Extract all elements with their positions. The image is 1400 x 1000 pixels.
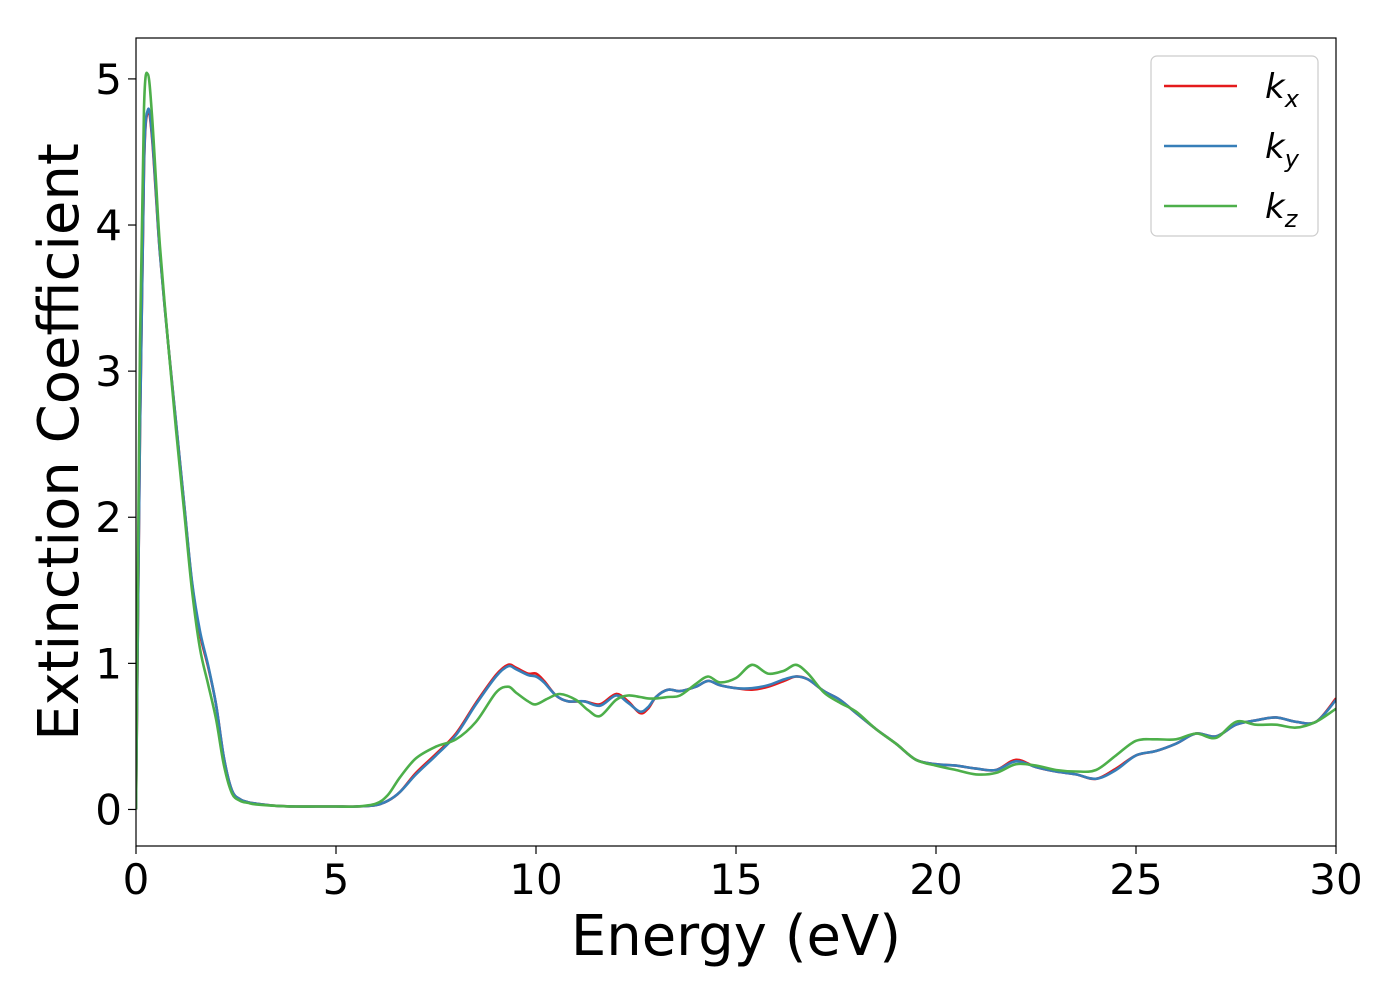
y-tick-label: 0 [95,785,122,834]
x-tick-label: 0 [123,855,150,904]
x-tick-label: 15 [709,855,762,904]
x-tick-label: 5 [323,855,350,904]
legend-label-kz: kz [1265,187,1299,233]
y-axis-title: Extinction Coefficient [27,143,92,741]
y-tick-label: 4 [95,201,122,250]
series-layer [136,71,1336,810]
x-tick-label: 10 [509,855,562,904]
y-tick-label: 2 [95,493,122,542]
legend-label-ky: ky [1265,127,1300,173]
legend: kx ky kz [1150,55,1319,237]
x-tick-label: 20 [909,855,962,904]
x-axis-title: Energy (eV) [571,904,901,969]
legend-label-kx: kx [1265,67,1300,113]
x-axis-ticks: 0 5 10 15 20 25 30 [123,846,1363,904]
x-tick-label: 25 [1109,855,1162,904]
x-tick-label: 30 [1309,855,1362,904]
series-line-kz [136,71,1336,810]
y-tick-label: 3 [95,347,122,396]
y-tick-label: 5 [95,55,122,104]
y-axis-ticks: 0 1 2 3 4 5 [95,55,136,834]
series-line-ky [136,107,1336,810]
y-tick-label: 1 [95,639,122,688]
